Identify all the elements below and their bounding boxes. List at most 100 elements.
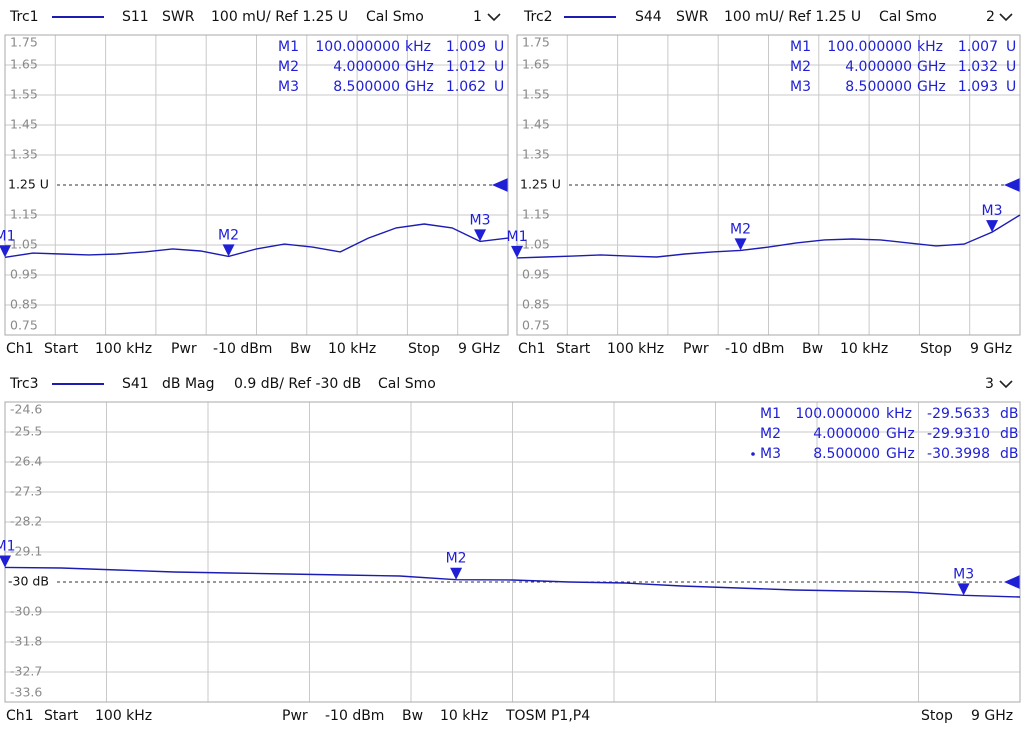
- marker-value: 1.062: [446, 79, 486, 95]
- marker-label: M1: [0, 228, 16, 244]
- marker-name[interactable]: M1: [278, 39, 299, 55]
- marker-stimulus: 100.000000: [795, 406, 880, 422]
- y-tick-label: -31.8: [10, 634, 42, 649]
- footer-item: Pwr: [282, 708, 308, 724]
- header-calibration: Cal Smo: [366, 9, 424, 25]
- y-tick-label: -33.6: [10, 685, 42, 700]
- footer-item: 100 kHz: [95, 708, 152, 724]
- footer-item: 9 GHz: [971, 708, 1013, 724]
- marker-name[interactable]: M2: [278, 59, 299, 75]
- footer-item: -10 dBm: [325, 708, 384, 724]
- marker-label: M2: [446, 551, 467, 567]
- marker-label: M3: [953, 566, 974, 582]
- header-window: 1: [473, 9, 482, 25]
- marker-name[interactable]: M2: [760, 426, 781, 442]
- marker-stimulus-unit: kHz: [886, 406, 912, 422]
- marker-stimulus-unit: kHz: [917, 39, 943, 55]
- reference-label: -30 dB: [8, 574, 49, 589]
- marker-value-unit: dB: [1000, 406, 1019, 422]
- marker-stimulus: 4.000000: [333, 59, 400, 75]
- footer-item: Ch1: [6, 341, 34, 357]
- marker-triangle: [957, 583, 970, 596]
- y-tick-label: 1.55: [522, 87, 550, 102]
- window-menu-chevron[interactable]: [999, 13, 1013, 22]
- footer-item: TOSM P1,P4: [505, 708, 590, 724]
- header-window: 3: [985, 376, 994, 392]
- header-window: 2: [986, 9, 995, 25]
- marker-triangle: [511, 245, 523, 258]
- footer-item: Bw: [802, 341, 823, 357]
- reference-label: 1.25 U: [520, 177, 561, 192]
- header-calibration: Cal Smo: [879, 9, 937, 25]
- footer-item: Start: [556, 341, 591, 357]
- marker-triangle: [0, 245, 11, 258]
- marker-value: -29.9310: [927, 426, 990, 442]
- marker-triangle: [986, 220, 999, 233]
- y-tick-label: 1.45: [522, 117, 550, 132]
- reference-arrow: [492, 178, 508, 192]
- y-tick-label: 1.75: [522, 35, 550, 50]
- marker-stimulus: 100.000000: [827, 39, 912, 55]
- y-tick-label: 0.95: [522, 267, 550, 282]
- active-marker-dot: [751, 452, 755, 456]
- footer-item: Pwr: [171, 341, 197, 357]
- header-format: dB Mag: [162, 376, 215, 392]
- window-menu-chevron[interactable]: [487, 13, 501, 22]
- y-tick-label: 1.55: [10, 87, 38, 102]
- y-tick-label: 1.15: [522, 207, 550, 222]
- y-tick-label: 0.75: [10, 318, 38, 333]
- marker-name[interactable]: M2: [790, 59, 811, 75]
- header-scale: 0.9 dB/ Ref -30 dB: [234, 376, 361, 392]
- footer-item: Ch1: [518, 341, 546, 357]
- y-tick-label: 1.65: [10, 57, 38, 72]
- footer-item: -10 dBm: [213, 341, 272, 357]
- footer-item: Ch1: [6, 708, 34, 724]
- header-parameter: S41: [122, 376, 149, 392]
- marker-value: 1.032: [958, 59, 998, 75]
- marker-stimulus: 8.500000: [845, 79, 912, 95]
- trace: [4, 223, 509, 258]
- marker-value: 1.012: [446, 59, 486, 75]
- marker-stimulus-unit: GHz: [405, 59, 434, 75]
- marker-stimulus-unit: GHz: [886, 446, 915, 462]
- y-tick-label: -24.6: [10, 402, 42, 417]
- marker-stimulus-unit: GHz: [886, 426, 915, 442]
- y-tick-label: -25.5: [10, 424, 42, 439]
- marker-name[interactable]: M3: [760, 446, 781, 462]
- marker-value-unit: U: [494, 79, 504, 95]
- header-format: SWR: [162, 9, 195, 25]
- marker-stimulus: 4.000000: [845, 59, 912, 75]
- footer-item: Bw: [290, 341, 311, 357]
- marker-name[interactable]: M1: [760, 406, 781, 422]
- marker-name[interactable]: M3: [278, 79, 299, 95]
- marker-stimulus-unit: GHz: [917, 79, 946, 95]
- footer-item: Stop: [920, 341, 952, 357]
- footer-item: Start: [44, 708, 79, 724]
- y-tick-label: 0.85: [10, 297, 38, 312]
- footer-item: 100 kHz: [95, 341, 152, 357]
- marker-value-unit: U: [1006, 59, 1016, 75]
- window-menu-chevron[interactable]: [999, 380, 1013, 389]
- plot-frame: [4, 401, 1021, 703]
- header-scale: 100 mU/ Ref 1.25 U: [211, 9, 348, 25]
- footer-item: 9 GHz: [458, 341, 500, 357]
- footer-item: Stop: [921, 708, 953, 724]
- footer-item: 10 kHz: [440, 708, 488, 724]
- marker-label: M1: [507, 229, 528, 245]
- header-parameter: S44: [635, 9, 662, 25]
- footer-item: Pwr: [683, 341, 709, 357]
- marker-stimulus: 4.000000: [813, 426, 880, 442]
- reference-arrow: [1004, 575, 1020, 589]
- marker-name[interactable]: M3: [790, 79, 811, 95]
- y-tick-label: -29.1: [10, 544, 42, 559]
- marker-stimulus: 8.500000: [333, 79, 400, 95]
- marker-value-unit: U: [494, 39, 504, 55]
- footer-item: Bw: [402, 708, 423, 724]
- footer-item: Stop: [408, 341, 440, 357]
- marker-value: 1.009: [446, 39, 486, 55]
- header-trace: Trc3: [9, 376, 39, 392]
- marker-value: -29.5633: [927, 406, 990, 422]
- marker-value-unit: U: [494, 59, 504, 75]
- marker-name[interactable]: M1: [790, 39, 811, 55]
- reference-label: 1.25 U: [8, 177, 49, 192]
